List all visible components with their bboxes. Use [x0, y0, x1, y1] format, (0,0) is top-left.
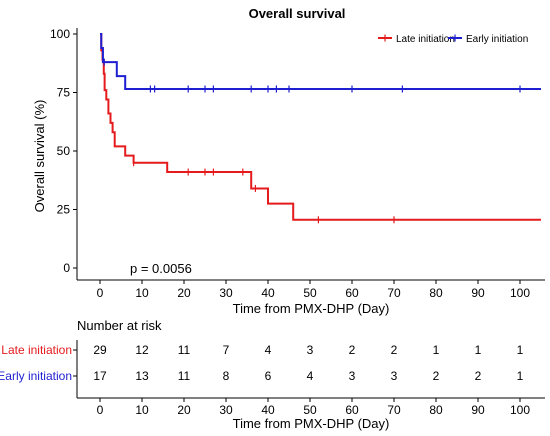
risk-x-tick-label: 20 — [177, 403, 191, 417]
x-tick-label: 50 — [303, 286, 317, 300]
chart-title: Overall survival — [249, 6, 346, 21]
risk-count: 4 — [265, 343, 272, 357]
x-tick-label: 60 — [345, 286, 359, 300]
legend-label: Early initiation — [466, 34, 528, 45]
legend-label: Late initiation — [396, 34, 455, 45]
x-tick-label: 40 — [261, 286, 275, 300]
survival-curve-early — [100, 33, 541, 90]
y-tick-label: 50 — [57, 144, 71, 158]
risk-count: 12 — [135, 343, 149, 357]
x-tick-label: 100 — [510, 286, 530, 300]
risk-count: 13 — [135, 369, 149, 383]
risk-x-tick-label: 60 — [345, 403, 359, 417]
risk-count: 17 — [93, 369, 107, 383]
risk-count: 1 — [517, 369, 524, 383]
y-tick-label: 75 — [57, 86, 71, 100]
risk-count: 3 — [349, 369, 356, 383]
risk-count: 7 — [223, 343, 230, 357]
risk-count: 3 — [307, 343, 314, 357]
risk-x-tick-label: 50 — [303, 403, 317, 417]
risk-count: 2 — [475, 369, 482, 383]
risk-x-tick-label: 30 — [219, 403, 233, 417]
risk-count: 8 — [223, 369, 230, 383]
risk-count: 2 — [433, 369, 440, 383]
risk-count: 2 — [349, 343, 356, 357]
x-axis-title: Time from PMX-DHP (Day) — [233, 301, 390, 316]
y-tick-label: 0 — [63, 261, 70, 275]
risk-x-axis-title: Time from PMX-DHP (Day) — [233, 416, 390, 431]
risk-x-tick-label: 0 — [97, 403, 104, 417]
x-tick-label: 90 — [471, 286, 485, 300]
risk-table-title: Number at risk — [77, 318, 162, 333]
risk-x-tick-label: 40 — [261, 403, 275, 417]
risk-count: 3 — [391, 369, 398, 383]
x-tick-label: 30 — [219, 286, 233, 300]
x-tick-label: 80 — [429, 286, 443, 300]
risk-count: 6 — [265, 369, 272, 383]
survival-curve-late — [100, 33, 541, 221]
risk-count: 1 — [475, 343, 482, 357]
x-tick-label: 70 — [387, 286, 401, 300]
risk-x-tick-label: 90 — [471, 403, 485, 417]
risk-count: 1 — [433, 343, 440, 357]
risk-row-label: Early initiation — [0, 369, 72, 383]
p-value-annotation: p = 0.0056 — [130, 261, 192, 276]
x-tick-label: 10 — [135, 286, 149, 300]
risk-x-tick-label: 100 — [510, 403, 530, 417]
risk-x-tick-label: 80 — [429, 403, 443, 417]
y-tick-label: 100 — [50, 27, 70, 41]
risk-x-tick-label: 10 — [135, 403, 149, 417]
y-axis-title: Overall survival (%) — [32, 100, 47, 213]
risk-count: 2 — [391, 343, 398, 357]
risk-row-label: Late initiation — [1, 343, 72, 357]
x-tick-label: 0 — [97, 286, 104, 300]
x-tick-label: 20 — [177, 286, 191, 300]
y-tick-label: 25 — [57, 203, 71, 217]
risk-count: 11 — [178, 369, 191, 383]
risk-count: 4 — [307, 369, 314, 383]
risk-count: 11 — [178, 343, 191, 357]
risk-x-tick-label: 70 — [387, 403, 401, 417]
risk-count: 1 — [517, 343, 524, 357]
risk-count: 29 — [93, 343, 107, 357]
